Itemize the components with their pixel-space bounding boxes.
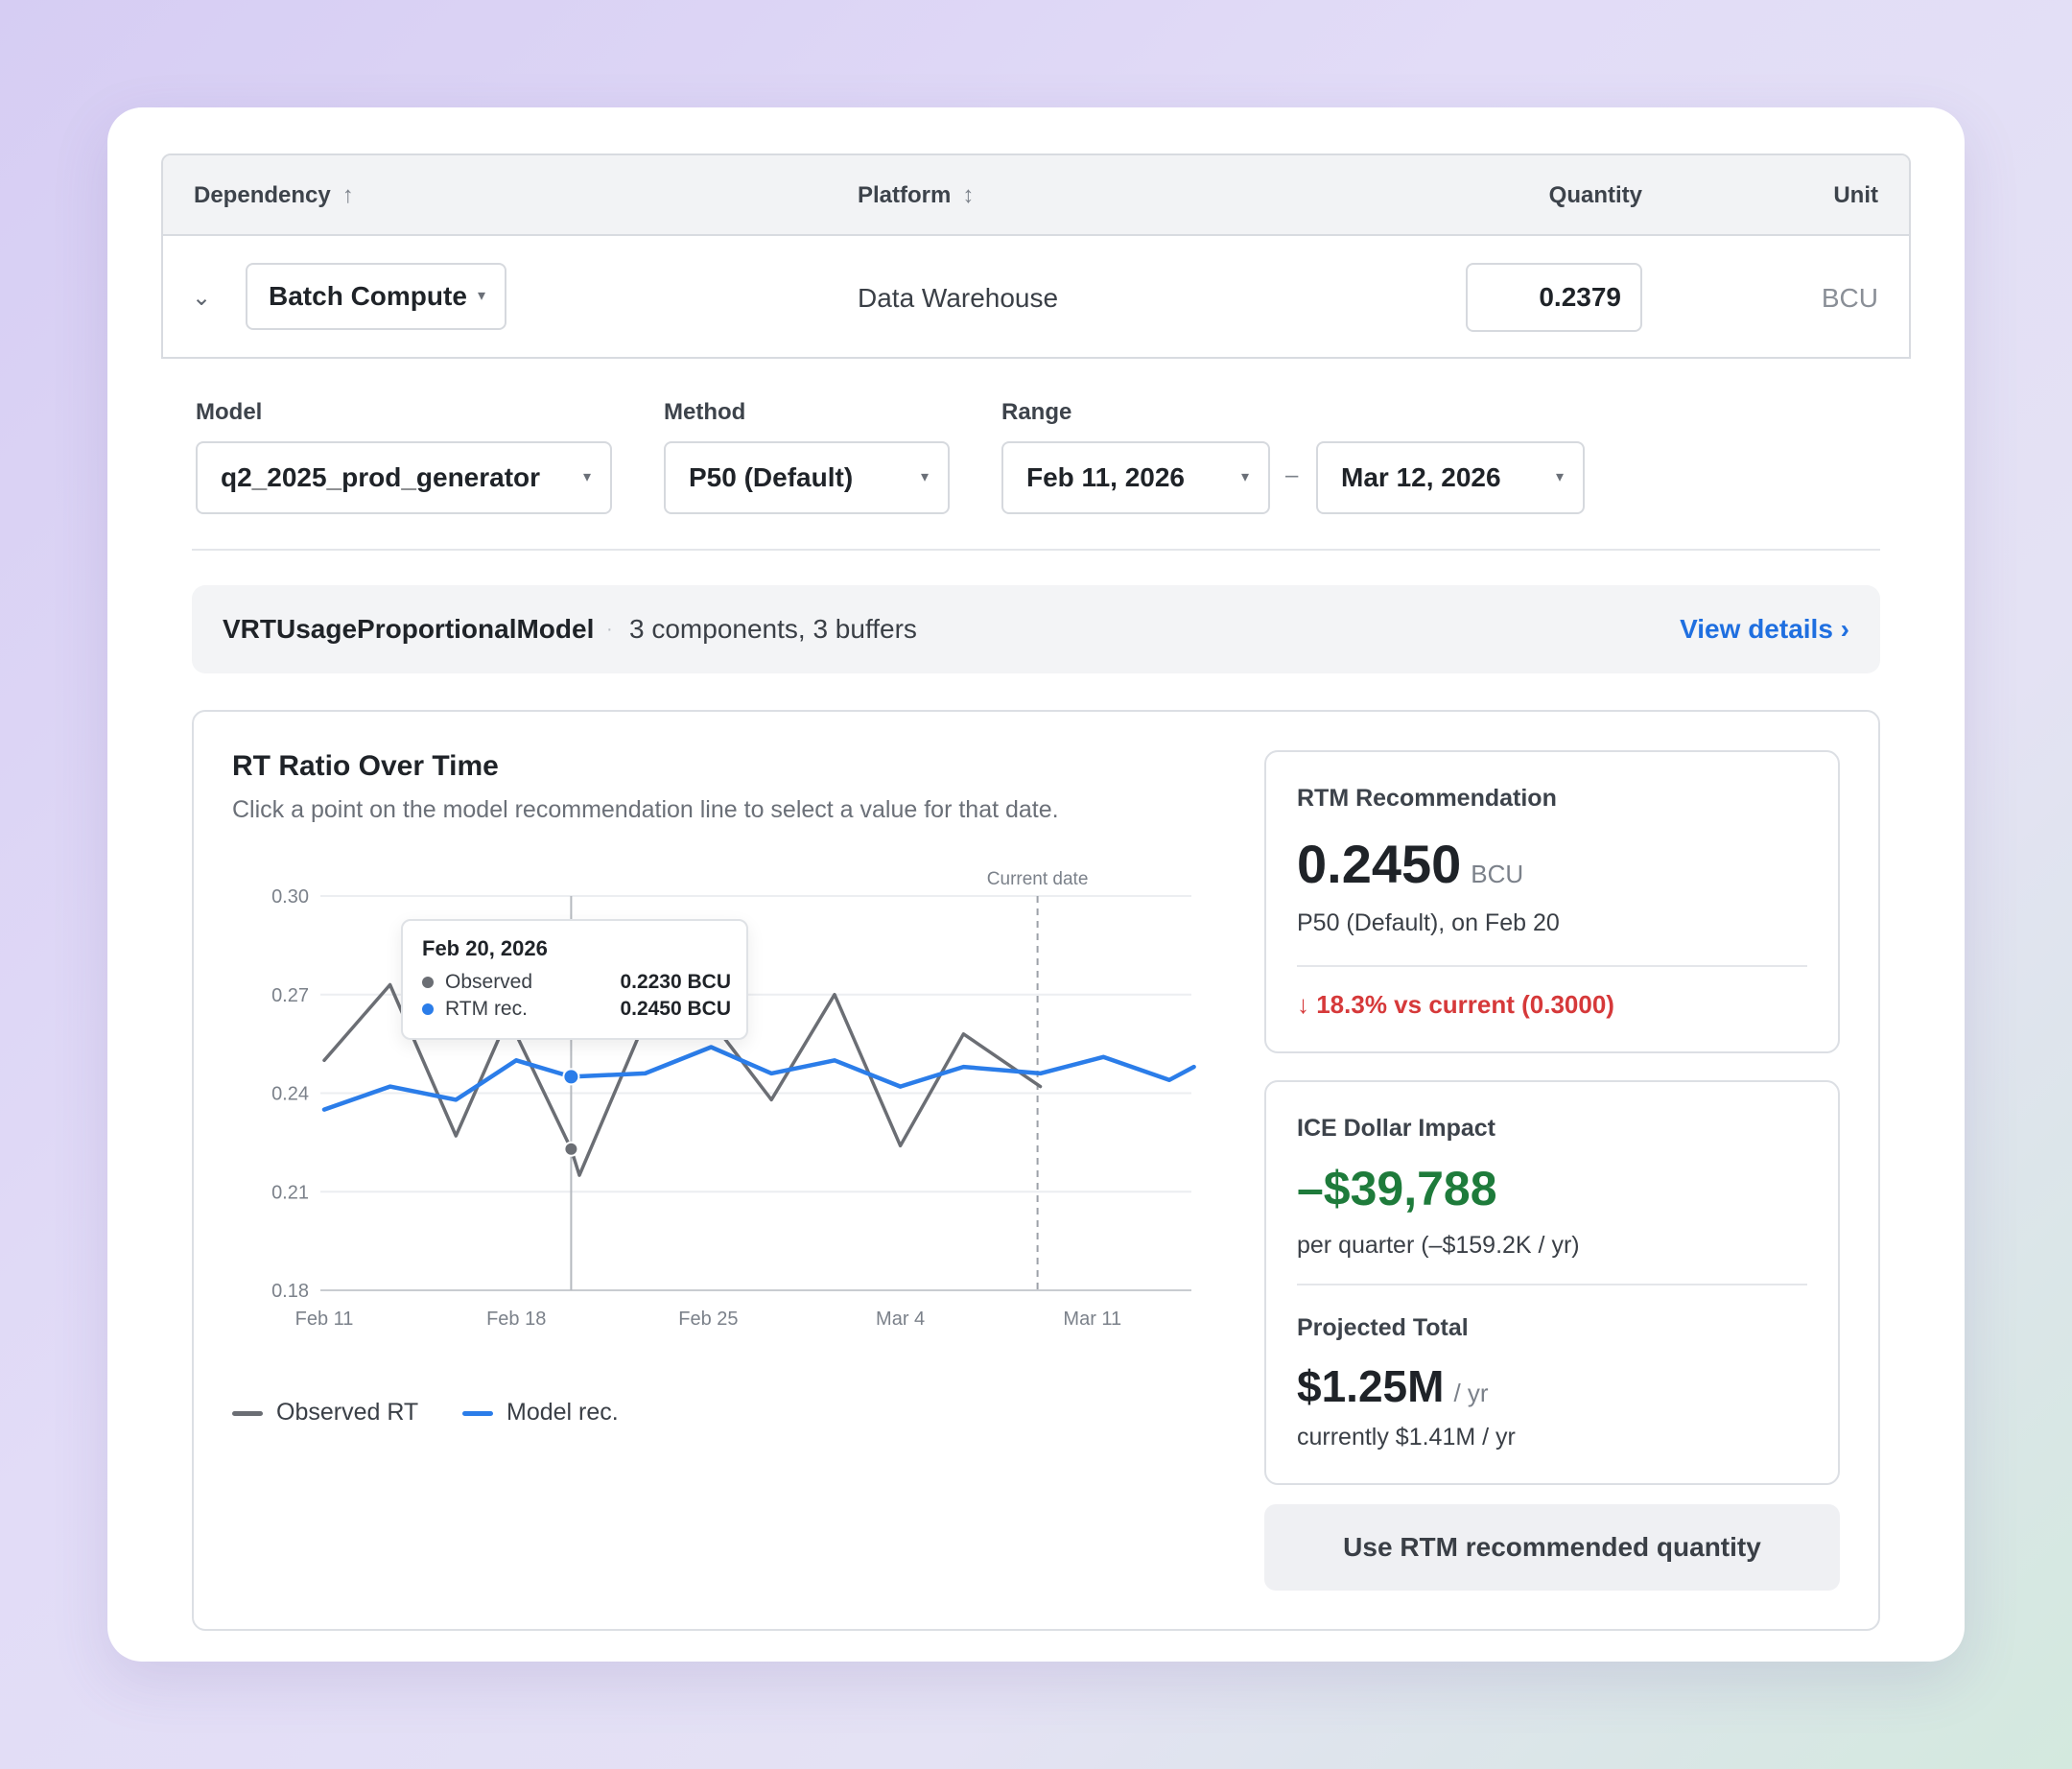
rtm-card-label: RTM Recommendation <box>1297 785 1557 812</box>
rtm-dot-icon <box>422 1003 434 1016</box>
tooltip-rtm-row: RTM rec. 0.2450 BCU <box>422 998 731 1021</box>
rtm-subtext: P50 (Default), on Feb 20 <box>1297 909 1560 936</box>
column-header-platform-label: Platform <box>858 182 952 208</box>
projected-unit: / yr <box>1453 1379 1489 1407</box>
legend-model-swatch <box>462 1410 493 1416</box>
tooltip-observed-value: 0.2230 BCU <box>620 971 731 993</box>
quantity-input[interactable]: 0.2379 <box>1466 263 1642 332</box>
sort-toggle-icon: ↕ <box>962 182 975 208</box>
legend-observed-swatch <box>232 1410 263 1416</box>
current-date-label: Current date <box>987 869 1089 889</box>
range-label: Range <box>1001 399 1072 425</box>
range-separator: – <box>1285 462 1299 488</box>
rtm-value: 0.2450 <box>1297 834 1462 894</box>
model-select-value: q2_2025_prod_generator <box>221 462 541 492</box>
y-tick-label: 0.21 <box>271 1182 309 1203</box>
projected-value: $1.25M <box>1297 1361 1445 1411</box>
rtm-card-divider <box>1297 965 1807 967</box>
chart-tooltip: Feb 20, 2026 Observed 0.2230 BCU RTM rec… <box>401 919 748 1040</box>
rtm-recommendation-card: RTM Recommendation 0.2450 BCU P50 (Defaul… <box>1264 750 1840 1053</box>
impact-value: –$39,788 <box>1297 1162 1497 1215</box>
caret-down-icon: ▾ <box>582 469 591 485</box>
y-tick-label: 0.24 <box>271 1084 309 1105</box>
chevron-down-icon[interactable]: ⌄ <box>192 285 212 311</box>
x-tick-label: Feb 11 <box>295 1309 354 1330</box>
caret-down-icon: ▾ <box>1555 469 1564 485</box>
method-select-value: P50 (Default) <box>689 462 854 492</box>
model-select[interactable]: q2_2025_prod_generator ▾ <box>196 441 612 514</box>
table-row: ⌄ Batch Compute ▾ Data Warehouse 0.2379 … <box>163 236 1909 357</box>
column-header-dependency[interactable]: Dependency ↑ <box>194 155 354 236</box>
main-card: Dependency ↑ Platform ↕ Quantity Unit ⌄ Ba… <box>107 107 1965 1662</box>
chart-subtitle: Click a point on the model recommendatio… <box>232 796 1059 823</box>
dependency-table: Dependency ↑ Platform ↕ Quantity Unit ⌄ Ba… <box>161 153 1911 359</box>
model-rec-selected-point <box>562 1068 580 1086</box>
platform-cell: Data Warehouse <box>858 283 1059 313</box>
table-header: Dependency ↑ Platform ↕ Quantity Unit <box>163 155 1909 236</box>
dependency-select-value: Batch Compute <box>269 281 467 311</box>
section-divider <box>192 549 1880 551</box>
y-tick-label: 0.27 <box>271 985 309 1006</box>
use-rtm-quantity-button[interactable]: Use RTM recommended quantity <box>1264 1504 1840 1591</box>
rtm-delta: ↓ 18.3% vs current (0.3000) <box>1297 990 1614 1019</box>
projected-subtext: currently $1.41M / yr <box>1297 1424 1516 1451</box>
observed-selected-point <box>563 1141 579 1157</box>
caret-down-icon: ▾ <box>920 469 929 485</box>
caret-down-icon: ▾ <box>477 288 485 304</box>
y-tick-label: 0.30 <box>271 886 309 908</box>
rtm-value-line: 0.2450 BCU <box>1297 833 1523 895</box>
projected-total-label: Projected Total <box>1297 1314 1469 1341</box>
legend-model: Model rec. <box>462 1399 619 1427</box>
tooltip-observed-label: Observed <box>445 971 533 993</box>
tooltip-rtm-label: RTM rec. <box>445 998 528 1020</box>
model-label: Model <box>196 399 263 425</box>
x-tick-label: Feb 25 <box>678 1309 738 1330</box>
projected-value-line: $1.25M / yr <box>1297 1360 1489 1412</box>
model-banner: VRTUsageProportionalModel · 3 components… <box>192 585 1880 673</box>
tooltip-observed-row: Observed 0.2230 BCU <box>422 971 731 994</box>
method-select[interactable]: P50 (Default) ▾ <box>664 441 950 514</box>
column-header-quantity: Quantity <box>1548 182 1642 208</box>
unit-cell: BCU <box>1821 283 1878 313</box>
range-start-select[interactable]: Feb 11, 2026 ▾ <box>1001 441 1270 514</box>
range-start-value: Feb 11, 2026 <box>1026 462 1186 492</box>
rt-ratio-chart[interactable]: 0.30 0.27 0.24 0.21 0.18 Feb 11 Feb 18 Feb 25 Ma… <box>194 712 1230 1403</box>
model-name: VRTUsageProportionalModel <box>223 614 595 644</box>
dollar-impact-card: ICE Dollar Impact –$39,788 per quarter (… <box>1264 1080 1840 1485</box>
column-header-dependency-label: Dependency <box>194 182 331 208</box>
rtm-unit: BCU <box>1471 860 1524 888</box>
x-tick-label: Feb 18 <box>486 1309 546 1330</box>
impact-card-divider <box>1297 1284 1807 1285</box>
observed-dot-icon <box>422 977 434 989</box>
legend-observed-label: Observed RT <box>276 1399 419 1426</box>
tooltip-date: Feb 20, 2026 <box>422 936 548 960</box>
method-label: Method <box>664 399 746 425</box>
model-description: 3 components, 3 buffers <box>629 614 917 644</box>
column-header-platform[interactable]: Platform ↕ <box>858 155 974 236</box>
caret-down-icon: ▾ <box>1240 469 1249 485</box>
model-rec-line <box>321 1045 1196 1112</box>
impact-subtext: per quarter (–$159.2K / yr) <box>1297 1232 1580 1259</box>
column-header-unit: Unit <box>1833 182 1878 208</box>
chart-title: RT Ratio Over Time <box>232 750 499 782</box>
legend-observed: Observed RT <box>232 1399 418 1427</box>
view-details-link[interactable]: View details › <box>1680 614 1849 644</box>
tooltip-rtm-value: 0.2450 BCU <box>620 998 731 1020</box>
sort-ascending-icon: ↑ <box>341 182 354 208</box>
range-end-select[interactable]: Mar 12, 2026 ▾ <box>1316 441 1585 514</box>
x-tick-label: Mar 11 <box>1063 1309 1121 1330</box>
dependency-select[interactable]: Batch Compute ▾ <box>246 263 506 330</box>
legend-model-label: Model rec. <box>506 1399 619 1426</box>
chart-panel: RT Ratio Over Time Click a point on the … <box>192 710 1880 1631</box>
impact-card-label: ICE Dollar Impact <box>1297 1115 1495 1142</box>
y-tick-label: 0.18 <box>271 1281 309 1302</box>
range-end-value: Mar 12, 2026 <box>1341 462 1501 492</box>
banner-separator: · <box>606 619 613 640</box>
x-tick-label: Mar 4 <box>876 1309 925 1330</box>
